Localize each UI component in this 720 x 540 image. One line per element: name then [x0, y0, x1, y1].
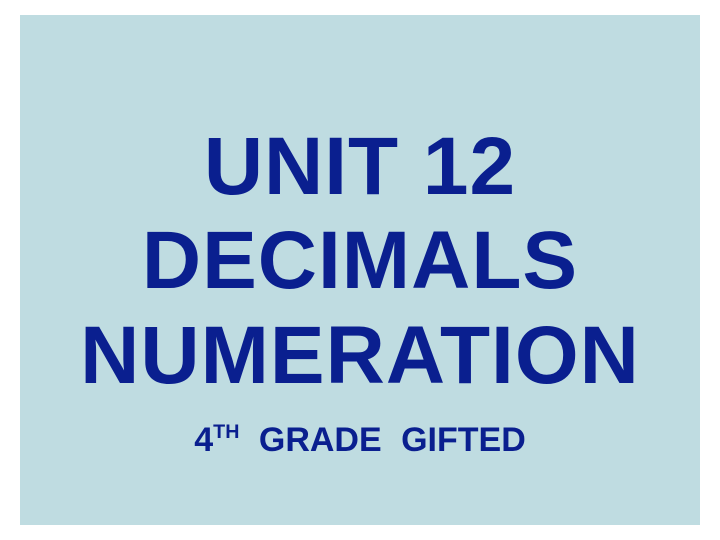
subtitle: 4TH GRADE GIFTED — [194, 421, 526, 460]
subtitle-rest: GRADE GIFTED — [239, 421, 525, 459]
subtitle-super: TH — [213, 421, 239, 443]
subtitle-prefix: 4 — [194, 421, 213, 459]
title-line-2: DECIMALS — [142, 214, 578, 308]
title-line-1: UNIT 12 — [204, 120, 516, 214]
title-line-3: NUMERATION — [80, 309, 640, 403]
slide-container: UNIT 12 DECIMALS NUMERATION 4TH GRADE GI… — [20, 15, 700, 525]
